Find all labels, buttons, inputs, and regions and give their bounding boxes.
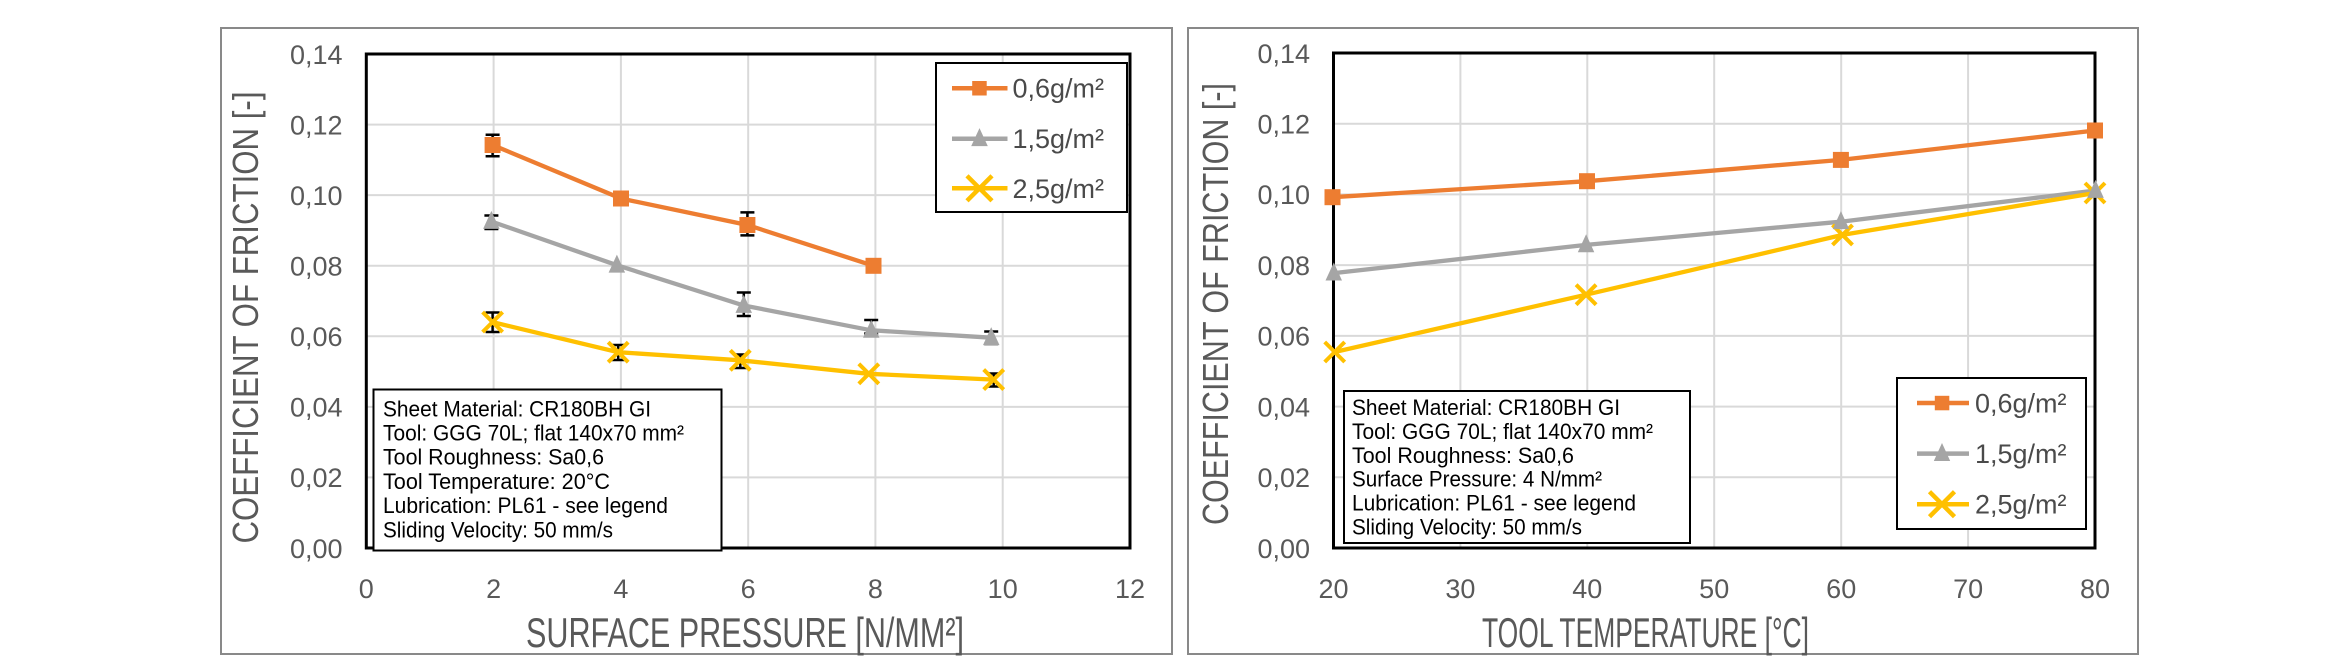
svg-text:0: 0 [359,574,374,604]
svg-text:0,12: 0,12 [290,110,343,140]
svg-text:30: 30 [1445,574,1475,604]
svg-text:Surface Pressure: 4 N/mm²: Surface Pressure: 4 N/mm² [1352,467,1602,492]
svg-text:0,04: 0,04 [290,393,343,423]
svg-text:70: 70 [1953,574,1983,604]
svg-text:8: 8 [868,574,883,604]
svg-text:12: 12 [1115,574,1145,604]
svg-text:0,14: 0,14 [290,40,343,70]
svg-text:4: 4 [613,574,628,604]
svg-text:0,12: 0,12 [1257,110,1310,140]
svg-text:2,5g/m²: 2,5g/m² [1975,490,2067,520]
svg-text:0,00: 0,00 [290,534,343,564]
svg-text:Sliding Velocity: 50 mm/s: Sliding Velocity: 50 mm/s [383,517,613,542]
svg-text:80: 80 [2080,574,2110,604]
svg-text:6: 6 [741,574,756,604]
svg-text:SURFACE PRESSURE [N/MM²]: SURFACE PRESSURE [N/MM²] [526,609,964,656]
svg-text:Lubrication: PL61 - see lege: Lubrication: PL61 - see legend [1352,491,1636,516]
svg-text:Sliding Velocity: 50 mm/s: Sliding Velocity: 50 mm/s [1352,515,1582,540]
svg-text:0,06: 0,06 [1257,322,1310,352]
svg-text:60: 60 [1826,574,1856,604]
svg-text:Tool: GGG 70L; flat 140x70 mm: Tool: GGG 70L; flat 140x70 mm² [1352,419,1653,444]
svg-text:0,04: 0,04 [1257,392,1310,422]
svg-text:0,02: 0,02 [290,463,343,493]
svg-text:2: 2 [486,574,501,604]
svg-text:0,10: 0,10 [1257,180,1310,210]
svg-text:Sheet Material: CR180BH GI: Sheet Material: CR180BH GI [383,396,651,421]
svg-text:0,6g/m²: 0,6g/m² [1013,74,1105,104]
svg-text:0,08: 0,08 [1257,251,1310,281]
svg-text:1,5g/m²: 1,5g/m² [1975,439,2067,469]
svg-text:50: 50 [1699,574,1729,604]
svg-text:0,00: 0,00 [1257,534,1310,564]
svg-text:TOOL TEMPERATURE [°C]: TOOL TEMPERATURE [°C] [1482,609,1809,656]
svg-text:COEFFICIENT OF FRICTION [-]: COEFFICIENT OF FRICTION [-] [225,92,266,544]
svg-text:10: 10 [988,574,1018,604]
svg-text:0,10: 0,10 [290,181,343,211]
svg-text:Tool Roughness: Sa0,6: Tool Roughness: Sa0,6 [1352,443,1574,468]
svg-text:40: 40 [1572,574,1602,604]
svg-text:Lubrication: PL61 - see lege: Lubrication: PL61 - see legend [383,493,668,518]
svg-text:0,02: 0,02 [1257,463,1310,493]
svg-text:Sheet Material: CR180BH GI: Sheet Material: CR180BH GI [1352,395,1620,420]
svg-text:0,08: 0,08 [290,252,343,282]
svg-text:2,5g/m²: 2,5g/m² [1013,174,1105,204]
svg-text:Tool Roughness: Sa0,6: Tool Roughness: Sa0,6 [383,445,604,470]
svg-text:0,06: 0,06 [290,322,343,352]
svg-text:COEFFICIENT OF FRICTION [-]: COEFFICIENT OF FRICTION [-] [1195,83,1236,525]
svg-text:1,5g/m²: 1,5g/m² [1013,124,1105,154]
svg-text:0,14: 0,14 [1257,39,1310,69]
svg-text:20: 20 [1318,574,1348,604]
svg-text:Tool Temperature: 20°C: Tool Temperature: 20°C [383,469,610,494]
svg-text:0,6g/m²: 0,6g/m² [1975,389,2067,419]
svg-text:Tool: GGG 70L; flat 140x70 mm: Tool: GGG 70L; flat 140x70 mm² [383,421,684,446]
